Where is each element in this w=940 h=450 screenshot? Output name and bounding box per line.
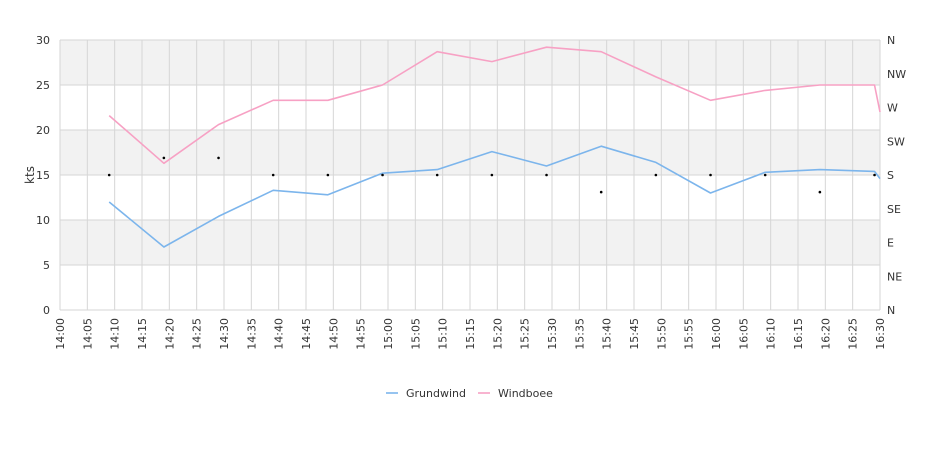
x-tick-label: 14:45: [300, 318, 313, 350]
legend-label: Grundwind: [406, 387, 466, 400]
y-tick-label: 25: [36, 79, 50, 92]
direction-point: [763, 173, 767, 177]
x-axis-ticks: 14:00 14:05 14:10 14:15 14:20 14:25 14:30 14:35…: [54, 318, 887, 350]
x-tick-label: 15:25: [519, 318, 532, 350]
direction-point: [381, 173, 384, 177]
x-tick-label: 15:45: [628, 318, 641, 350]
right-axis-label: N: [887, 34, 895, 47]
y-axis-ticks: 0 5 10 15 20 25 30: [36, 34, 50, 317]
x-tick-label: 15:00: [382, 318, 395, 350]
x-tick-label: 14:25: [191, 318, 204, 350]
right-axis-label: W: [887, 102, 898, 115]
direction-point: [271, 173, 275, 177]
y-axis-title: kts: [23, 166, 37, 184]
direction-point: [709, 173, 712, 177]
x-tick-label: 15:55: [683, 318, 696, 350]
y-tick-label: 10: [36, 214, 50, 227]
x-tick-label: 16:30: [874, 318, 887, 350]
x-tick-label: 16:25: [847, 318, 860, 350]
direction-point: [545, 173, 548, 177]
direction-point: [818, 190, 822, 194]
direction-point: [490, 173, 494, 177]
direction-markers: [107, 156, 876, 194]
x-tick-label: 15:15: [464, 318, 477, 350]
right-axis-label: E: [887, 237, 894, 250]
x-tick-label: 15:30: [546, 318, 559, 350]
x-tick-label: 15:35: [573, 318, 586, 350]
x-tick-label: 15:10: [437, 318, 450, 350]
x-tick-label: 14:15: [136, 318, 149, 350]
direction-point: [217, 156, 220, 160]
windboee-line: [108, 46, 881, 165]
x-tick-label: 14:05: [81, 318, 94, 350]
x-tick-label: 15:40: [601, 318, 614, 350]
x-tick-label: 14:00: [54, 318, 67, 350]
direction-point: [873, 173, 876, 177]
y-tick-label: 20: [36, 124, 50, 137]
x-tick-label: 14:20: [163, 318, 176, 350]
x-tick-label: 14:10: [109, 318, 122, 350]
y-tick-label: 15: [36, 169, 50, 182]
legend-label: Windboee: [498, 387, 553, 400]
x-tick-label: 14:50: [327, 318, 340, 350]
direction-point: [162, 156, 166, 160]
x-tick-label: 15:05: [409, 318, 422, 350]
direction-point: [654, 173, 658, 177]
x-tick-label: 15:50: [655, 318, 668, 350]
x-tick-label: 15:20: [491, 318, 504, 350]
direction-point: [599, 190, 603, 194]
right-axis-label: N: [887, 304, 895, 317]
legend-item-windboee[interactable]: Windboee: [478, 387, 553, 400]
grundwind-line: [108, 145, 881, 248]
direction-point: [435, 173, 439, 177]
right-axis-label: SW: [887, 135, 905, 148]
x-tick-label: 14:30: [218, 318, 231, 350]
direction-point: [326, 173, 330, 177]
x-tick-label: 16:05: [737, 318, 750, 350]
right-axis-label: S: [887, 169, 894, 182]
direction-point: [107, 173, 111, 177]
x-tick-label: 16:10: [765, 318, 778, 350]
y-tick-label: 5: [43, 259, 50, 272]
legend[interactable]: Grundwind Windboee: [386, 387, 553, 400]
y-tick-label: 0: [43, 304, 50, 317]
x-tick-label: 14:55: [355, 318, 368, 350]
horizontal-gridlines: [60, 39, 880, 311]
right-axis-label: NW: [887, 68, 906, 81]
x-tick-label: 16:15: [792, 318, 805, 350]
x-tick-label: 14:40: [273, 318, 286, 350]
right-axis-ticks: N NW W SW S SE E NE N: [887, 34, 906, 317]
x-tick-label: 14:35: [245, 318, 258, 350]
right-axis-label: SE: [887, 203, 901, 216]
right-axis-label: NE: [887, 270, 902, 283]
x-tick-label: 16:00: [710, 318, 723, 350]
legend-item-grundwind[interactable]: Grundwind: [386, 387, 466, 400]
y-tick-label: 30: [36, 34, 50, 47]
x-tick-label: 16:20: [819, 318, 832, 350]
series-lines: [108, 46, 881, 248]
